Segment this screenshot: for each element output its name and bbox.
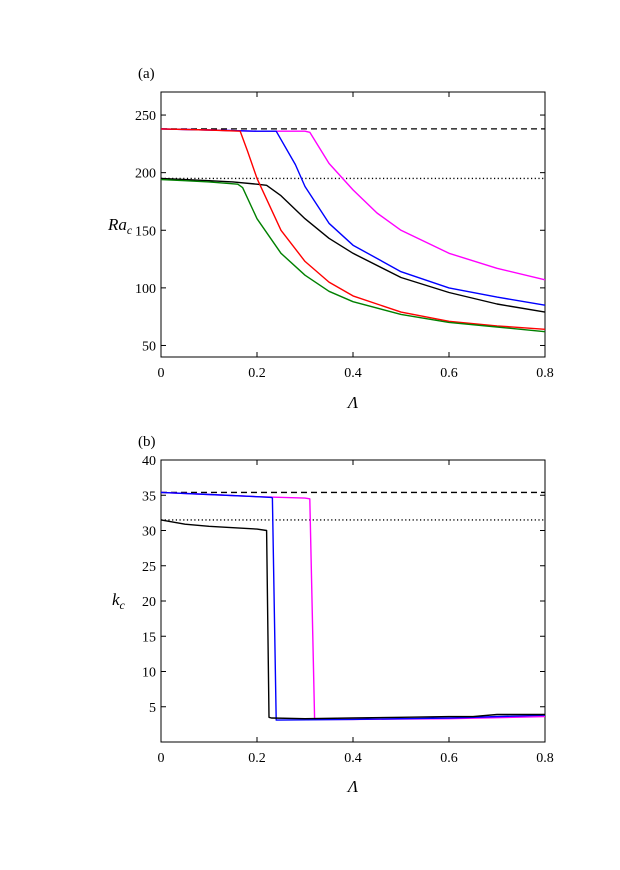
panel-b: 0 0.2 0.4 0.6 0.8 5 10 15 20 25 30 35 40 (b) Λkc: [112, 434, 554, 796]
chart1-x-tick-label: 0.8: [536, 751, 554, 766]
chart0-y-tick-label: 100: [135, 282, 156, 297]
chart0-y-tick-label: 250: [135, 109, 156, 124]
chart1-y-tick-label: 5: [149, 701, 156, 716]
chart0-y-axis-label: Rac: [107, 215, 133, 237]
chart0-series-black: [160, 177, 546, 313]
chart0-series-green: [160, 178, 546, 333]
panel-a: 0 0.2 0.4 0.6 0.8 50 100 150 200 250 (a) Λ Rac: [107, 66, 554, 412]
chart1-y-tick-label: 40: [142, 454, 156, 469]
chart0-y-tick-label: 50: [142, 339, 156, 354]
chart1-y-tick-label: 35: [142, 489, 156, 504]
chart1-series-blue: [160, 491, 546, 721]
chart1-x-axis-label: Λ: [346, 777, 359, 796]
chart1-x-tick-label: 0: [158, 751, 165, 766]
chart0-series-red: [160, 128, 546, 330]
chart1-y-tick-label: 15: [142, 630, 156, 645]
chart0-x-tick-label: 0.8: [536, 366, 554, 381]
chart0-series-blue: [160, 128, 546, 306]
chart0-x-tick-label: 0.6: [440, 366, 458, 381]
chart0-panel-label: (a): [138, 66, 155, 82]
chart0-series-magenta: [160, 128, 546, 281]
chart0-y-tick-label: 200: [135, 167, 156, 182]
chart1-x-tick-label: 0.6: [440, 751, 458, 766]
chart0-y-tick-label: 150: [135, 224, 156, 239]
chart1-y-axis-label: kc: [112, 590, 126, 612]
chart1-plot-frame: [160, 459, 546, 743]
chart0-x-tick-label: 0: [158, 366, 165, 381]
chart1-y-tick-label: 10: [142, 666, 156, 681]
chart0-x-tick-label: 0.4: [344, 366, 362, 381]
chart0-y-axis-label-subscript: c: [127, 223, 133, 237]
chart1-y-axis-label-subscript: c: [120, 598, 126, 612]
chart0-y-axis-label-main: Ra: [107, 215, 127, 234]
chart1-series-black: [160, 519, 545, 720]
chart0-plot-frame: [160, 91, 546, 358]
chart1-y-tick-label: 30: [142, 525, 156, 540]
chart1-y-tick-label: 20: [142, 595, 156, 610]
chart0-x-axis-label: Λ: [346, 393, 359, 412]
chart1-x-tick-label: 0.4: [344, 751, 362, 766]
chart1-y-axis-label-main: k: [112, 590, 120, 609]
chart1-x-tick-label: 0.2: [248, 751, 266, 766]
chart1-panel-label: (b): [138, 434, 156, 450]
chart0-x-tick-label: 0.2: [248, 366, 266, 381]
chart1-y-tick-label: 25: [142, 560, 156, 575]
